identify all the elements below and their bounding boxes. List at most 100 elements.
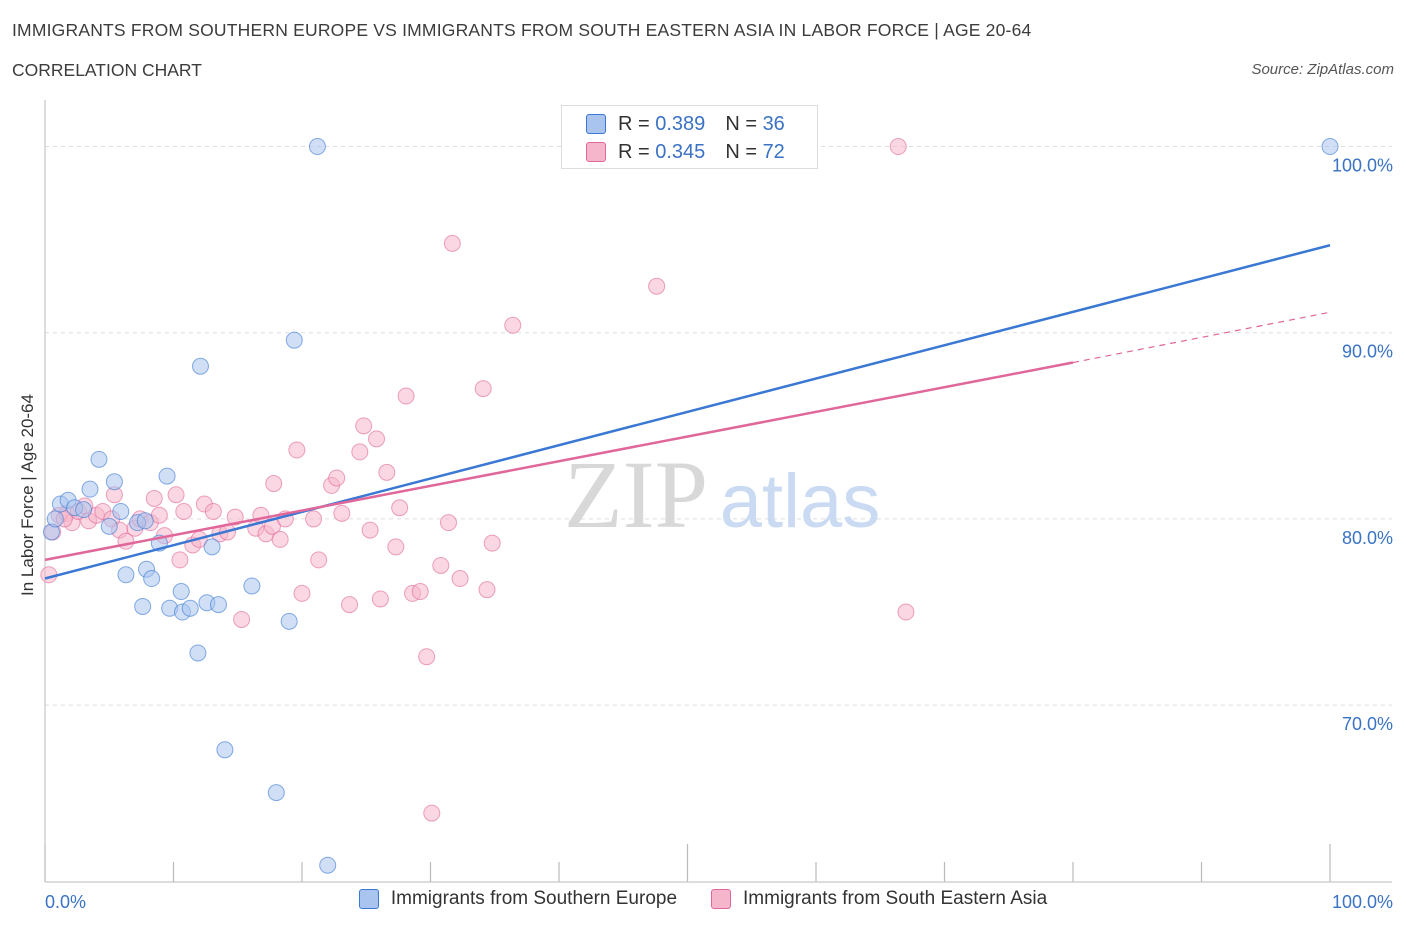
point-southeast-asia [351,443,369,461]
point-southern-europe [216,741,234,759]
point-southeast-asia [423,804,441,822]
point-southeast-asia [288,441,306,459]
point-southern-europe [1321,138,1339,156]
point-southeast-asia [391,499,409,517]
legend-n-label: N = [725,112,763,135]
series-southern-europe-points [42,138,1339,874]
point-southeast-asia [418,648,436,666]
x-tick-label: 100.0% [1332,892,1393,912]
point-southern-europe [319,856,337,874]
point-southern-europe [117,566,135,584]
point-southeast-asia [175,502,193,520]
point-southern-europe [172,583,190,601]
point-southeast-asia [271,530,289,548]
point-southern-europe [46,510,64,528]
trend-lines [44,244,1331,580]
point-southern-europe [209,596,227,614]
point-southeast-asia [897,603,915,621]
legend-series-name: Immigrants from South Eastern Asia [743,888,1048,909]
point-southeast-asia [439,514,457,532]
series-legend: Immigrants from Southern Europe Immigran… [0,888,1406,910]
point-southeast-asia [150,506,168,524]
point-southern-europe [81,480,99,498]
point-southeast-asia [474,380,492,398]
point-southern-europe [308,138,326,156]
y-tick-labels: 70.0% 80.0% 90.0% 100.0% [1332,156,1393,735]
legend-r-value: 0.345 [655,140,706,163]
point-southeast-asia [305,510,323,528]
chart-subtitle: CORRELATION CHART [12,60,202,80]
point-southeast-asia [328,469,346,487]
point-southern-europe [105,473,123,491]
point-southern-europe [203,538,221,556]
legend-n-value: 72 [762,140,785,163]
point-southern-europe [90,450,108,468]
legend-series-name: Immigrants from Southern Europe [390,888,678,909]
point-southern-europe [136,512,154,530]
y-tick-label: 80.0% [1342,528,1393,548]
legend-r-label: R = [618,140,656,163]
legend-item-southern-europe: Immigrants from Southern Europe [358,888,678,910]
y-tick-label: 70.0% [1342,714,1393,734]
point-southern-europe [285,331,303,349]
point-southeast-asia [889,138,907,156]
point-southern-europe [280,612,298,630]
point-southeast-asia [478,581,496,599]
point-southeast-asia [361,521,379,539]
legend-n-label: N = [725,140,763,163]
point-southern-europe [267,784,285,802]
point-southeast-asia [167,486,185,504]
legend-swatch-blue [586,114,606,134]
point-southern-europe [143,570,161,588]
point-southeast-asia [387,538,405,556]
point-southeast-asia [371,590,389,608]
watermark-atlas: atlas [720,459,881,544]
trend-line-southeast-asia [44,361,1074,562]
legend-swatch-blue [358,889,379,909]
x-tick-label: 0.0% [45,892,86,912]
point-southern-europe [100,517,118,535]
legend-row-southern-europe: R = 0.389 N = 36 [586,112,785,136]
point-southeast-asia [145,489,163,507]
legend-r-value: 0.389 [655,112,706,135]
point-southeast-asia [648,277,666,295]
point-southeast-asia [443,234,461,252]
y-axis-label: In Labor Force | Age 20-64 [18,394,37,596]
point-southeast-asia [310,551,328,569]
point-southeast-asia [504,316,522,334]
point-southeast-asia [411,583,429,601]
point-southeast-asia [451,570,469,588]
point-southeast-asia [226,508,244,526]
point-southeast-asia [368,430,386,448]
point-southeast-asia [204,502,222,520]
watermark: ZIP atlas [564,441,880,548]
x-tick-labels: 0.0% 100.0% [45,892,1393,912]
point-southeast-asia [483,534,501,552]
point-southeast-asia [333,504,351,522]
point-southeast-asia [341,596,359,614]
point-southeast-asia [171,551,189,569]
y-tick-label: 90.0% [1342,342,1393,362]
trend-line-extension-southeast-asia [1072,311,1331,364]
point-southern-europe [191,357,209,375]
legend-swatch-pink [586,142,606,162]
point-southeast-asia [233,610,251,628]
point-southeast-asia [355,417,373,435]
legend-n-value: 36 [762,112,785,135]
point-southeast-asia [378,463,396,481]
point-southern-europe [158,467,176,485]
stats-legend: R = 0.389 N = 36 R = 0.345 N = 72 [561,105,818,169]
point-southern-europe [189,644,207,662]
point-southern-europe [75,501,93,519]
legend-swatch-pink [711,889,732,909]
point-southern-europe [181,599,199,617]
y-tick-label: 100.0% [1332,156,1393,176]
trend-line-southern-europe [44,244,1331,580]
source-label: Source: ZipAtlas.com [1251,61,1394,78]
legend-r-label: R = [618,112,656,135]
axes [44,100,1392,883]
point-southeast-asia [432,556,450,574]
point-southern-europe [112,502,130,520]
point-southern-europe [243,577,261,595]
